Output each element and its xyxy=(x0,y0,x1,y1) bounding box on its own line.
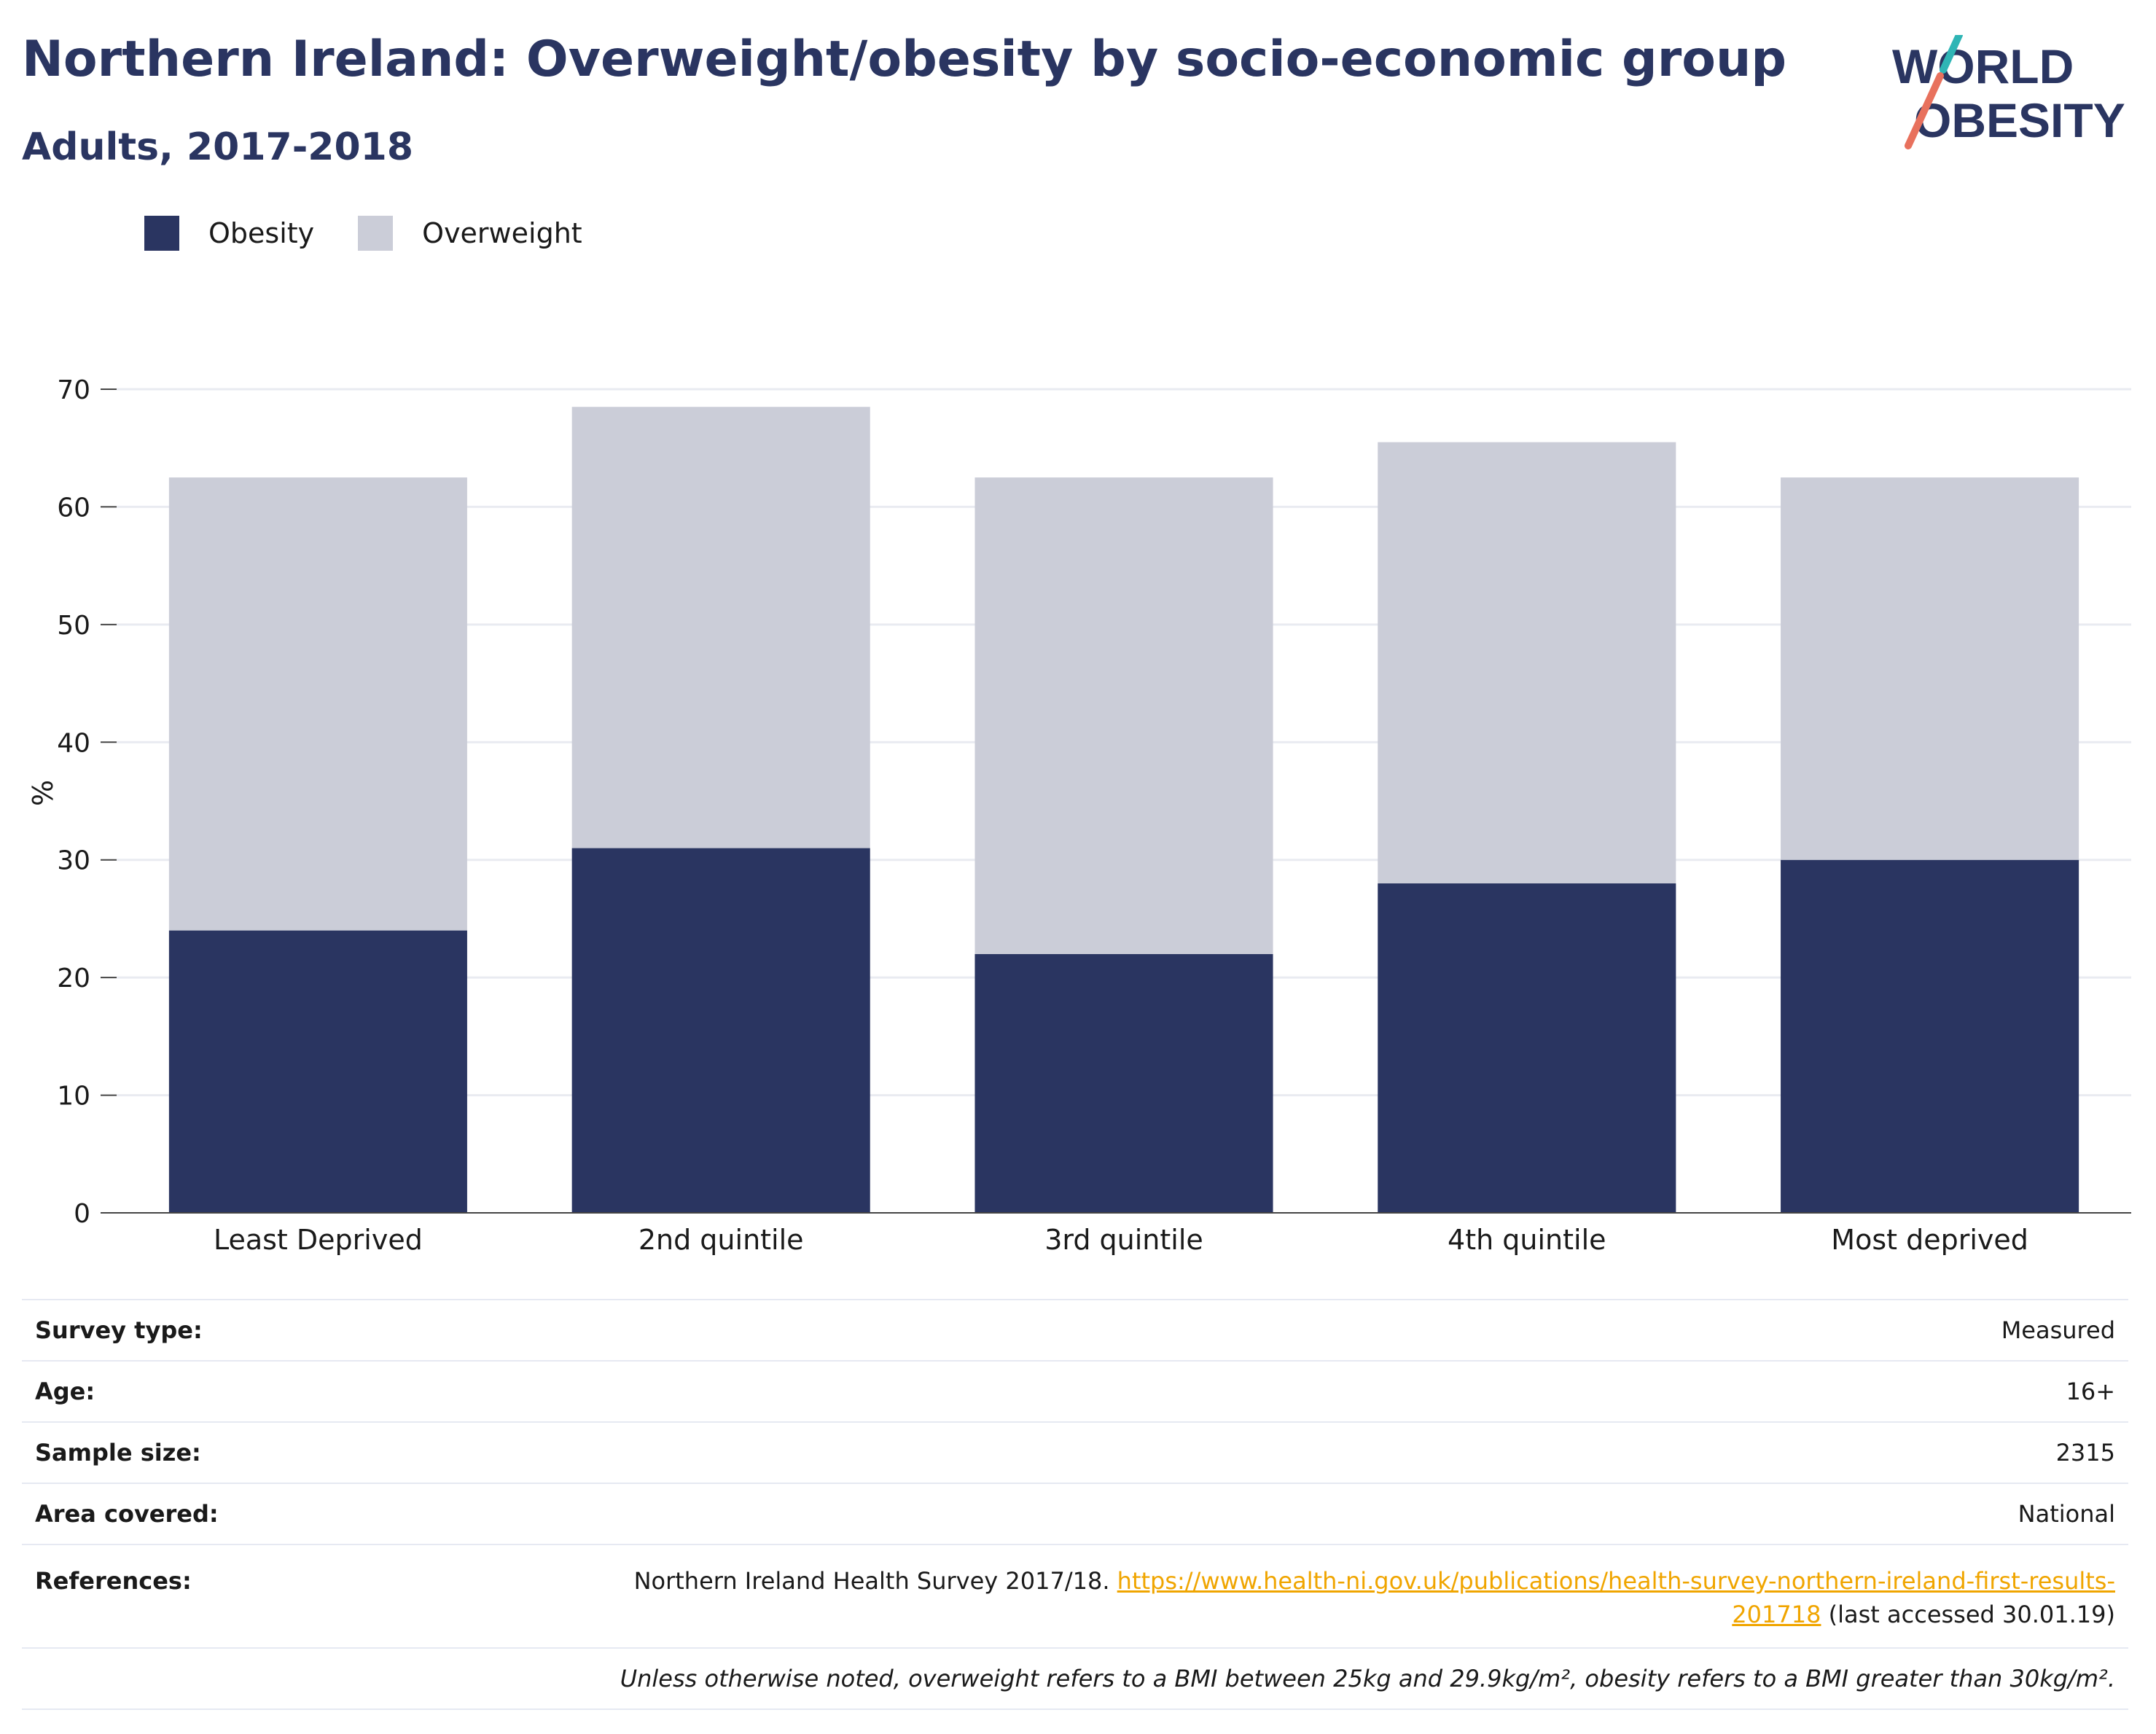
area-covered-label: Area covered: xyxy=(22,1483,558,1544)
age-value: 16+ xyxy=(558,1360,2128,1422)
world-obesity-logo: WORLD OBESITY xyxy=(1892,35,2125,149)
table-row: Sample size: 2315 xyxy=(22,1421,2128,1483)
bar-overweight-least-deprived[interactable] xyxy=(168,477,467,931)
x-tick-label: 3rd quintile xyxy=(1044,1224,1203,1256)
survey-type-value: Measured xyxy=(558,1299,2128,1361)
stacked-bar-chart: 0 10 20 30 40 50 60 70 Least Deprived 2nd quinti… xyxy=(27,375,2131,1256)
table-row: Unless otherwise noted, overweight refer… xyxy=(22,1647,2128,1710)
y-axis-label: % xyxy=(27,780,59,806)
legend-item-overweight[interactable]: Overweight xyxy=(358,216,582,251)
legend-label-obesity: Obesity xyxy=(208,217,315,249)
table-row: Area covered: National xyxy=(22,1483,2128,1544)
area-covered-value: National xyxy=(558,1483,2128,1544)
x-tick-label: Least Deprived xyxy=(214,1224,423,1256)
references-value: Northern Ireland Health Survey 2017/18. … xyxy=(558,1544,2128,1648)
y-tick-label: 50 xyxy=(57,611,90,641)
logo-line-1: WORLD xyxy=(1892,39,2074,93)
table-row: Survey type: Measured xyxy=(22,1299,2128,1361)
reference-text: Northern Ireland Health Survey 2017/18. xyxy=(633,1567,1110,1595)
sample-size-label: Sample size: xyxy=(22,1421,558,1483)
bar-obesity-most-deprived[interactable] xyxy=(1781,859,2079,1213)
table-row: References: Northern Ireland Health Surv… xyxy=(22,1544,2128,1648)
sample-size-value: 2315 xyxy=(558,1421,2128,1483)
bar-overweight-3rd-quintile[interactable] xyxy=(975,477,1273,954)
bar-obesity-4th-quintile[interactable] xyxy=(1378,883,1676,1213)
y-tick-label: 30 xyxy=(57,846,90,876)
bar-obesity-3rd-quintile[interactable] xyxy=(975,953,1273,1213)
bar-obesity-least-deprived[interactable] xyxy=(168,930,467,1213)
chart-title: Northern Ireland: Overweight/obesity by … xyxy=(22,31,1787,88)
logo-line-2: OBESITY xyxy=(1914,93,2125,147)
chart-legend: Obesity Overweight xyxy=(144,216,626,251)
references-label: References: xyxy=(22,1544,558,1648)
x-tick-label: Most deprived xyxy=(1831,1224,2028,1256)
bmi-definition-note: Unless otherwise noted, overweight refer… xyxy=(22,1647,2128,1710)
y-tick-label: 0 xyxy=(74,1199,90,1229)
y-tick-label: 40 xyxy=(57,728,90,758)
reference-link[interactable]: https://www.health-ni.gov.uk/publication… xyxy=(1117,1567,2115,1628)
bar-series xyxy=(168,407,2079,1213)
bar-obesity-2nd-quintile[interactable] xyxy=(571,848,870,1213)
reference-suffix: (last accessed 30.01.19) xyxy=(1828,1601,2115,1628)
legend-swatch-obesity xyxy=(144,216,179,251)
y-tick-label: 10 xyxy=(57,1082,90,1112)
bar-overweight-4th-quintile[interactable] xyxy=(1378,442,1676,883)
bar-overweight-most-deprived[interactable] xyxy=(1781,477,2079,860)
legend-swatch-overweight xyxy=(358,216,394,251)
survey-info-table: Survey type: Measured Age: 16+ Sample si… xyxy=(22,1299,2128,1710)
x-tick-label: 2nd quintile xyxy=(638,1224,804,1256)
x-tick-label: 4th quintile xyxy=(1448,1224,1606,1256)
y-tick-label: 20 xyxy=(57,964,90,993)
legend-label-overweight: Overweight xyxy=(422,217,582,249)
chart-subtitle: Adults, 2017-2018 xyxy=(22,125,414,169)
table-row: Age: 16+ xyxy=(22,1360,2128,1422)
reference-link-part-1: https://www.health-ni.gov.uk/publication… xyxy=(1117,1567,2115,1595)
y-tick-label: 70 xyxy=(57,375,90,405)
bar-overweight-2nd-quintile[interactable] xyxy=(571,407,870,848)
survey-type-label: Survey type: xyxy=(22,1299,558,1361)
age-label: Age: xyxy=(22,1360,558,1422)
legend-item-obesity[interactable]: Obesity xyxy=(144,216,314,251)
y-tick-label: 60 xyxy=(57,493,90,523)
y-axis-ticks: 0 10 20 30 40 50 60 70 xyxy=(57,375,117,1229)
x-axis-ticks: Least Deprived 2nd quintile 3rd quintile 4t… xyxy=(214,1224,2028,1256)
reference-link-part-2: 201718 xyxy=(1732,1601,1821,1628)
